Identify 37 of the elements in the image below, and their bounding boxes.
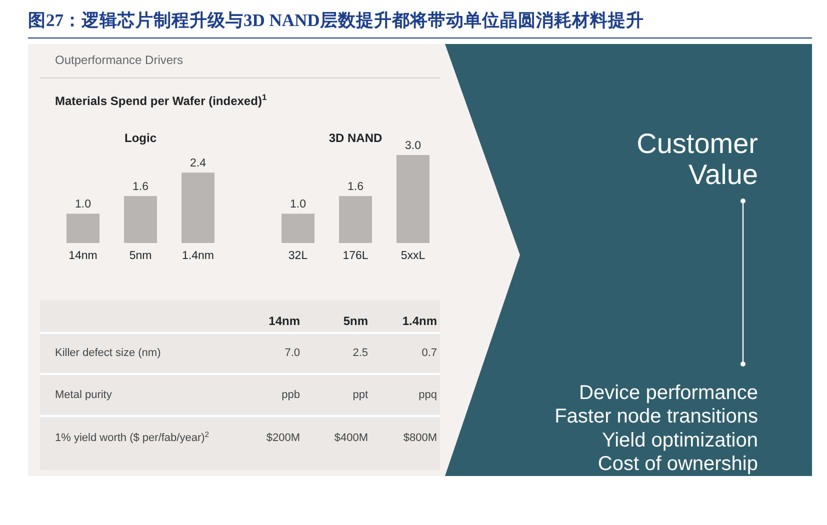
text: $200M: [266, 432, 300, 444]
text: Outperformance Drivers: [55, 53, 184, 67]
text: 0.7: [422, 347, 437, 359]
data-label: 1.6: [132, 181, 148, 194]
data-label: 1.0: [290, 198, 306, 211]
data-label: 3.0: [405, 140, 421, 152]
chart-title: Logic: [124, 131, 157, 145]
text: Device performance: [579, 382, 758, 404]
x-tick-label: 32L: [288, 250, 308, 262]
text: 7.0: [284, 347, 300, 359]
data-label: 1.0: [75, 198, 91, 211]
text: ppt: [352, 389, 368, 401]
category-label: Metal purity: [55, 389, 112, 401]
text: Yield optimization: [602, 429, 758, 452]
x-tick-label: 1.4nm: [182, 250, 214, 262]
category-label: 1.4nm: [402, 314, 437, 328]
text: 图27：逻辑芯片制程升级与3D NAND层数提升都将带动单位晶圆消耗材料提升: [28, 10, 644, 30]
text: Materials Spend per Wafer (indexed)$^{1}$: [55, 92, 267, 108]
x-tick-label: 5xxL: [400, 250, 426, 262]
text: 2.5: [352, 347, 368, 359]
x-tick-label: 5nm: [129, 250, 152, 262]
text: Faster node transitions: [554, 406, 758, 428]
x-tick-label: 176L: [342, 250, 369, 262]
text: $400M: [334, 432, 368, 444]
category-label: 5nm: [343, 314, 368, 328]
chart-title: 3D NAND: [328, 131, 382, 145]
text: $800M: [403, 432, 437, 444]
text: Cost of ownership: [598, 453, 758, 476]
category-label: Killer defect size (nm): [55, 347, 161, 359]
category-label: 14nm: [268, 314, 300, 328]
text: ppb: [282, 389, 300, 401]
data-label: 2.4: [190, 158, 207, 170]
category-label: 1% yield worth ($ per/fab/year)$^{2}$: [55, 430, 210, 444]
text: ppq: [418, 389, 437, 401]
text: Customer Value: [636, 128, 758, 190]
x-tick-label: 14nm: [68, 250, 98, 262]
data-label: 1.6: [348, 181, 364, 194]
